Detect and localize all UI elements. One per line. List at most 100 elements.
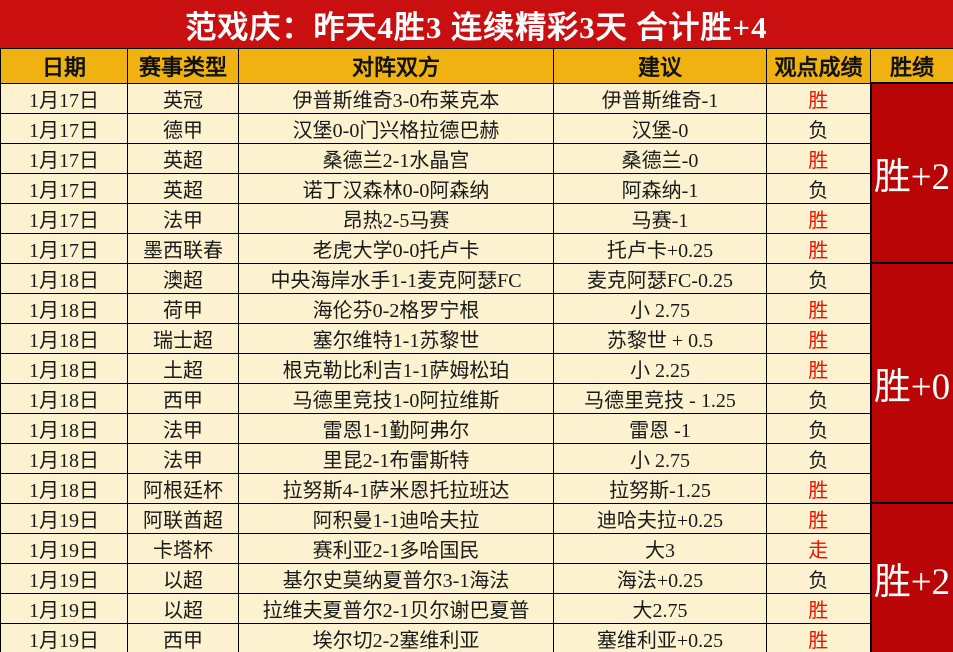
result-cell: 胜 bbox=[766, 232, 871, 264]
suggestion-cell: 伊普斯维奇-1 bbox=[553, 82, 767, 114]
match-cell: 阿积曼1-1迪哈夫拉 bbox=[238, 502, 554, 534]
record-group-cell: 胜+0 bbox=[869, 262, 953, 504]
league-cell: 西甲 bbox=[127, 382, 239, 414]
match-cell: 中央海岸水手1-1麦克阿瑟FC bbox=[238, 262, 554, 294]
table-row: 1月18日 法甲 雷恩1-1勤阿弗尔 雷恩 -1 负 bbox=[0, 412, 953, 444]
league-cell: 英超 bbox=[127, 142, 239, 174]
date-cell: 1月19日 bbox=[0, 622, 128, 652]
table-row: 1月18日 法甲 里昆2-1布雷斯特小 2.75 负 bbox=[0, 442, 953, 474]
date-cell: 1月17日 bbox=[0, 112, 128, 144]
match-cell: 昂热2-5马赛 bbox=[238, 202, 554, 234]
league-cell: 法甲 bbox=[127, 202, 239, 234]
league-cell: 以超 bbox=[127, 562, 239, 594]
result-cell: 负 bbox=[766, 442, 871, 474]
league-cell: 卡塔杯 bbox=[127, 532, 239, 564]
table-row: 1月17日 英超 桑德兰2-1水晶宫 桑德兰-0 胜 bbox=[0, 142, 953, 174]
table-row: 1月17日 法甲 昂热2-5马赛 马赛-1 胜 bbox=[0, 202, 953, 234]
league-cell: 土超 bbox=[127, 352, 239, 384]
result-cell: 胜 bbox=[766, 622, 871, 652]
league-cell: 法甲 bbox=[127, 412, 239, 444]
result-cell: 胜 bbox=[766, 592, 871, 624]
date-cell: 1月18日 bbox=[0, 442, 128, 474]
title-banner: 范戏庆：昨天4胜3 连续精彩3天 合计胜+4 bbox=[0, 0, 953, 48]
league-cell: 荷甲 bbox=[127, 292, 239, 324]
table-row: 1月17日 英超 诺丁汉森林0-0阿森纳 阿森纳-1 负 bbox=[0, 172, 953, 204]
match-cell: 基尔史莫纳夏普尔3-1海法 bbox=[238, 562, 554, 594]
results-table: 日期 赛事类型 对阵双方 建议 观点成绩 胜绩 1月17日 英冠 伊普斯维奇3-0布… bbox=[0, 48, 953, 652]
match-cell: 伊普斯维奇3-0布莱克本 bbox=[238, 82, 554, 114]
date-cell: 1月18日 bbox=[0, 322, 128, 354]
table-row: 1月17日 墨西联春 老虎大学0-0托卢卡 托卢卡+0.25 胜 bbox=[0, 232, 953, 264]
date-cell: 1月18日 bbox=[0, 382, 128, 414]
match-cell: 拉维夫夏普尔2-1贝尔谢巴夏普 bbox=[238, 592, 554, 624]
match-cell: 赛利亚2-1多哈国民 bbox=[238, 532, 554, 564]
suggestion-cell: 汉堡-0 bbox=[553, 112, 767, 144]
date-cell: 1月18日 bbox=[0, 412, 128, 444]
league-cell: 法甲 bbox=[127, 442, 239, 474]
table-row: 1月18日 荷甲 海伦芬0-2格罗宁根小 2.75 胜 bbox=[0, 292, 953, 324]
table-row: 1月18日 瑞士超 塞尔维特1-1苏黎世 苏黎世 + 0.5 胜 bbox=[0, 322, 953, 354]
date-cell: 1月19日 bbox=[0, 592, 128, 624]
header-suggestion: 建议 bbox=[553, 48, 767, 84]
date-cell: 1月19日 bbox=[0, 502, 128, 534]
match-cell: 桑德兰2-1水晶宫 bbox=[238, 142, 554, 174]
match-cell: 拉努斯4-1萨米恩托拉班达 bbox=[238, 472, 554, 504]
header-result: 观点成绩 bbox=[766, 48, 871, 84]
match-cell: 里昆2-1布雷斯特 bbox=[238, 442, 554, 474]
date-cell: 1月18日 bbox=[0, 352, 128, 384]
result-cell: 负 bbox=[766, 172, 871, 204]
table-row: 1月18日 阿根廷杯 拉努斯4-1萨米恩托拉班达 拉努斯-1.25 胜 bbox=[0, 472, 953, 504]
match-cell: 马德里竞技1-0阿拉维斯 bbox=[238, 382, 554, 414]
suggestion-cell: 麦克阿瑟FC-0.25 bbox=[553, 262, 767, 294]
suggestion-cell: 马赛-1 bbox=[553, 202, 767, 234]
suggestion-cell: 塞维利亚+0.25 bbox=[553, 622, 767, 652]
table-row: 1月19日 卡塔杯 赛利亚2-1多哈国民 大3 走 bbox=[0, 532, 953, 564]
suggestion-cell: 小 2.25 bbox=[553, 352, 767, 384]
table-row: 1月19日 以超 基尔史莫纳夏普尔3-1海法 海法+0.25 负 bbox=[0, 562, 953, 594]
league-cell: 英超 bbox=[127, 172, 239, 204]
table-row: 1月18日 土超 根克勒比利吉1-1萨姆松珀小 2.25 胜 bbox=[0, 352, 953, 384]
league-cell: 墨西联春 bbox=[127, 232, 239, 264]
result-cell: 胜 bbox=[766, 82, 871, 114]
table-row: 1月17日 德甲 汉堡0-0门兴格拉德巴赫 汉堡-0 负 bbox=[0, 112, 953, 144]
league-cell: 以超 bbox=[127, 592, 239, 624]
league-cell: 英冠 bbox=[127, 82, 239, 114]
results-table-body: 1月17日 英冠 伊普斯维奇3-0布莱克本 伊普斯维奇-1 胜胜+2 1月17日 德甲 汉堡0… bbox=[0, 82, 953, 652]
date-cell: 1月18日 bbox=[0, 472, 128, 504]
page-title: 范戏庆：昨天4胜3 连续精彩3天 合计胜+4 bbox=[185, 9, 768, 45]
date-cell: 1月17日 bbox=[0, 232, 128, 264]
header-date: 日期 bbox=[0, 48, 128, 84]
date-cell: 1月19日 bbox=[0, 562, 128, 594]
date-cell: 1月18日 bbox=[0, 262, 128, 294]
match-cell: 海伦芬0-2格罗宁根 bbox=[238, 292, 554, 324]
result-cell: 胜 bbox=[766, 142, 871, 174]
date-cell: 1月19日 bbox=[0, 532, 128, 564]
date-cell: 1月17日 bbox=[0, 202, 128, 234]
result-cell: 负 bbox=[766, 382, 871, 414]
suggestion-cell: 小 2.75 bbox=[553, 442, 767, 474]
suggestion-cell: 拉努斯-1.25 bbox=[553, 472, 767, 504]
result-cell: 胜 bbox=[766, 202, 871, 234]
result-cell: 胜 bbox=[766, 322, 871, 354]
league-cell: 阿联酋超 bbox=[127, 502, 239, 534]
match-cell: 塞尔维特1-1苏黎世 bbox=[238, 322, 554, 354]
suggestion-cell: 大3 bbox=[553, 532, 767, 564]
match-cell: 老虎大学0-0托卢卡 bbox=[238, 232, 554, 264]
table-row: 1月19日 以超 拉维夫夏普尔2-1贝尔谢巴夏普 大2.75 胜 bbox=[0, 592, 953, 624]
result-cell: 负 bbox=[766, 562, 871, 594]
league-cell: 澳超 bbox=[127, 262, 239, 294]
suggestion-cell: 桑德兰-0 bbox=[553, 142, 767, 174]
result-cell: 走 bbox=[766, 532, 871, 564]
result-cell: 胜 bbox=[766, 292, 871, 324]
date-cell: 1月17日 bbox=[0, 82, 128, 114]
result-cell: 胜 bbox=[766, 502, 871, 534]
suggestion-cell: 大2.75 bbox=[553, 592, 767, 624]
match-cell: 根克勒比利吉1-1萨姆松珀 bbox=[238, 352, 554, 384]
suggestion-cell: 雷恩 -1 bbox=[553, 412, 767, 444]
table-row: 1月19日 阿联酋超 阿积曼1-1迪哈夫拉 迪哈夫拉+0.25 胜胜+2 bbox=[0, 502, 953, 652]
match-cell: 汉堡0-0门兴格拉德巴赫 bbox=[238, 112, 554, 144]
result-cell: 负 bbox=[766, 412, 871, 444]
header-league: 赛事类型 bbox=[127, 48, 239, 84]
suggestion-cell: 托卢卡+0.25 bbox=[553, 232, 767, 264]
